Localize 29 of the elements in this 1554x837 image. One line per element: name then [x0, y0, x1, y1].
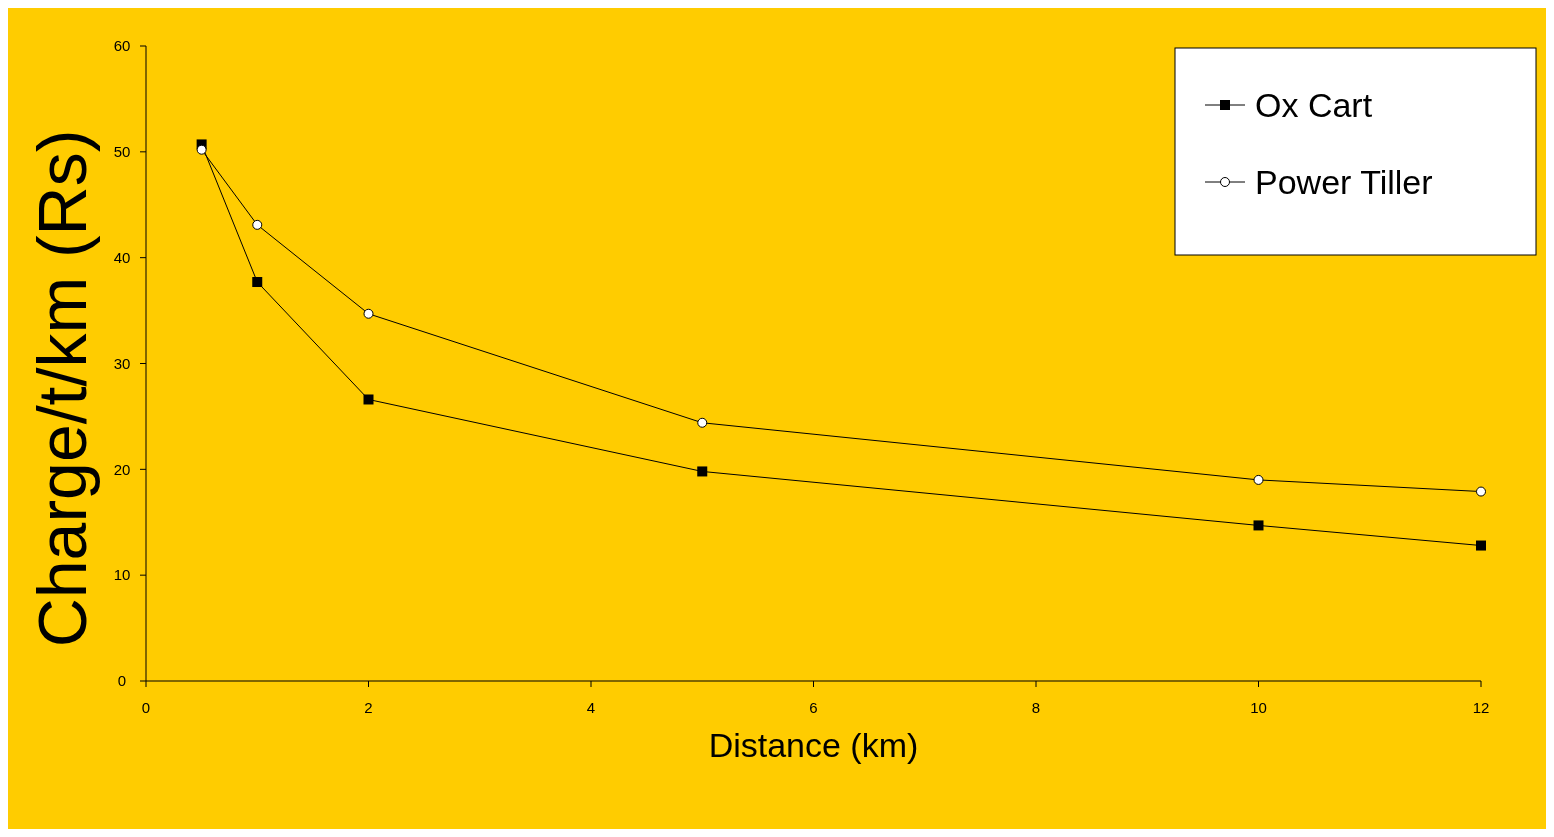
point: [252, 219, 263, 230]
x-tick-label: 0: [141, 699, 151, 716]
x-axis-title: Distance (km): [708, 726, 919, 764]
y-tick-label: 60: [113, 37, 131, 55]
point: [697, 466, 708, 477]
x-tick-label: 8: [1031, 699, 1041, 716]
point: [252, 277, 263, 288]
legend-label: Power Tiller: [1255, 162, 1433, 201]
y-tick-label: 20: [113, 460, 131, 478]
y-tick-label: 40: [113, 248, 131, 266]
point: [1253, 474, 1264, 485]
x-tick-label: 4: [586, 699, 596, 716]
point: [1476, 486, 1486, 497]
legend-label: Ox Cart: [1255, 85, 1373, 124]
point: [363, 394, 374, 405]
y-axis-title: Charge/t/km (Rs): [24, 129, 100, 648]
point: [1476, 540, 1486, 551]
y-tick-label: 50: [113, 143, 131, 161]
x-tick-label: 12: [1472, 699, 1490, 716]
x-tick-label: 6: [809, 699, 818, 716]
y-tick-label: 10: [113, 566, 131, 584]
x-tick-label: 2: [364, 699, 373, 716]
x-tick-label: 10: [1250, 699, 1267, 716]
y-tick-label: 0: [117, 672, 127, 690]
point: [363, 308, 374, 319]
point: [196, 144, 207, 155]
point: [1253, 520, 1264, 531]
y-tick-label: 30: [113, 354, 131, 372]
point: [697, 417, 708, 428]
